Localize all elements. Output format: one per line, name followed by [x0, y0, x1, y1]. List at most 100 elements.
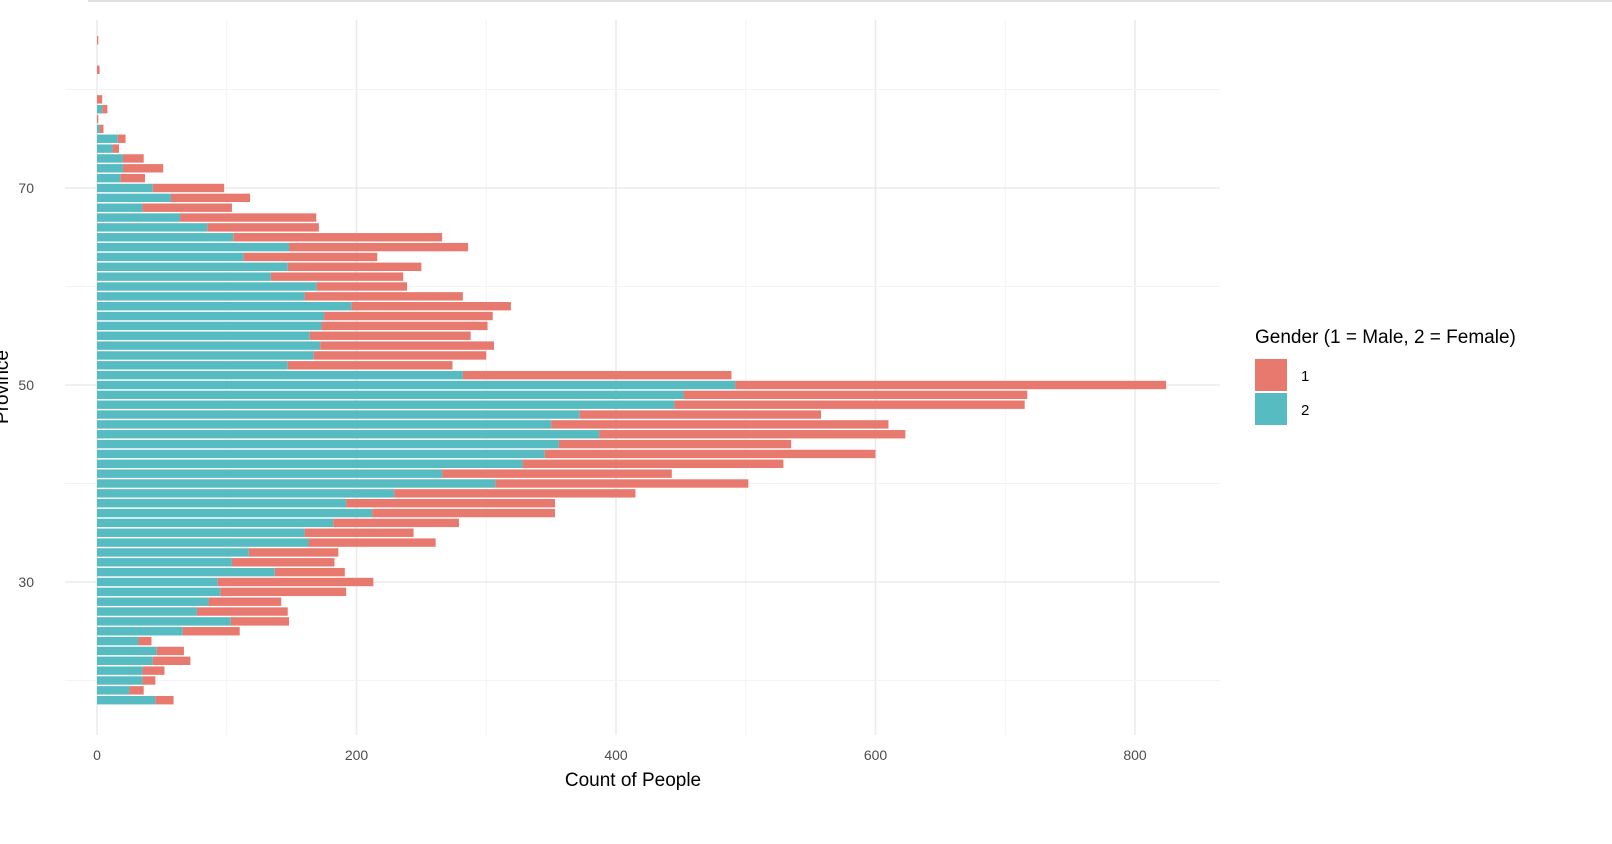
bar-female [97, 439, 559, 449]
top-border-rule [88, 0, 1612, 2]
bar-male [152, 183, 225, 193]
bar-male [372, 508, 556, 518]
bar-male [182, 627, 240, 636]
bar-female [97, 252, 244, 262]
bar-male [102, 105, 108, 114]
legend-swatch-female [1255, 393, 1287, 425]
bar-male [442, 469, 672, 478]
x-tick-label: 800 [1123, 747, 1147, 763]
bar-male [122, 154, 144, 163]
bar-male [233, 233, 443, 242]
bar-male [351, 302, 511, 311]
bar-female [97, 183, 153, 193]
y-axis-title: Province [0, 350, 13, 424]
bar-female [97, 321, 322, 331]
bar-male [156, 646, 184, 656]
bar-male [579, 410, 822, 419]
bar-male [97, 95, 103, 104]
bar-marks [97, 36, 1167, 705]
bar-female [97, 351, 314, 360]
bar-female [97, 361, 288, 370]
bar-male [544, 449, 876, 459]
bar-female [97, 666, 143, 675]
bar-female [97, 558, 232, 567]
bar-male [308, 538, 436, 547]
bar-male [120, 173, 146, 183]
bar-male [112, 144, 120, 153]
bar-male [170, 193, 251, 203]
bar-male [208, 597, 282, 606]
bar-male [321, 321, 488, 331]
bar-female [97, 686, 130, 695]
bar-male [287, 361, 453, 370]
y-tick-label: 50 [18, 377, 34, 393]
x-tick-label: 0 [93, 747, 101, 763]
bar-female [97, 449, 545, 459]
bar-male [674, 400, 1025, 409]
bar-female [97, 380, 736, 390]
bar-male [558, 439, 792, 449]
bar-female [97, 311, 325, 321]
x-axis-title: Count of People [565, 770, 701, 791]
bar-female [97, 173, 121, 183]
bar-male [333, 518, 460, 528]
bar-female [97, 420, 552, 429]
bar-female [97, 223, 208, 232]
bar-female [97, 302, 352, 311]
bar-female [97, 577, 218, 587]
bar-female [97, 597, 209, 606]
bar-female [97, 242, 290, 252]
bar-male [287, 262, 422, 271]
bar-male [231, 558, 335, 567]
bar-female [97, 430, 600, 439]
bar-male [155, 696, 174, 705]
legend: Gender (1 = Male, 2 = Female) 1 2 [1255, 327, 1516, 425]
bar-female [97, 370, 463, 380]
legend-label-female: 2 [1301, 402, 1309, 419]
bar-male [289, 242, 469, 252]
bar-female [97, 469, 443, 478]
bar-male [522, 459, 784, 468]
bar-male [230, 617, 290, 626]
x-tick-label: 400 [604, 747, 628, 763]
y-tick-label: 70 [18, 180, 34, 196]
bar-male [207, 223, 319, 232]
bar-male [142, 666, 165, 675]
bar-female [97, 390, 684, 400]
bar-male [129, 686, 144, 695]
bar-female [97, 331, 310, 340]
bar-female [97, 134, 118, 143]
bar-male [142, 676, 156, 685]
bar-female [97, 459, 523, 468]
bar-female [97, 508, 373, 518]
bar-male [142, 203, 232, 212]
bar-female [97, 262, 288, 271]
bar-male [304, 292, 463, 301]
bar-male [320, 341, 495, 350]
bar-male [196, 607, 288, 616]
bar-male [270, 272, 404, 281]
bar-male [316, 282, 408, 291]
bar-female [97, 233, 234, 242]
bar-female [97, 696, 156, 705]
bar-female [97, 518, 334, 528]
bar-female [97, 193, 171, 203]
bar-female [97, 410, 580, 419]
bar-female [97, 587, 221, 597]
bar-female [97, 124, 100, 134]
y-axis-ticks: 30 50 70 [18, 180, 34, 590]
bar-female [97, 213, 181, 222]
x-axis-ticks: 0 200 400 600 800 [93, 747, 1147, 763]
bar-male [274, 567, 345, 577]
bar-male [138, 636, 152, 646]
bar-female [97, 282, 317, 291]
bar-female [97, 646, 157, 656]
bar-female [97, 528, 305, 537]
bar-male [324, 311, 493, 321]
bar-male [220, 587, 347, 597]
legend-title: Gender (1 = Male, 2 = Female) [1255, 327, 1516, 348]
bar-female [97, 548, 249, 557]
bar-male [122, 164, 164, 173]
bar-female [97, 203, 143, 212]
